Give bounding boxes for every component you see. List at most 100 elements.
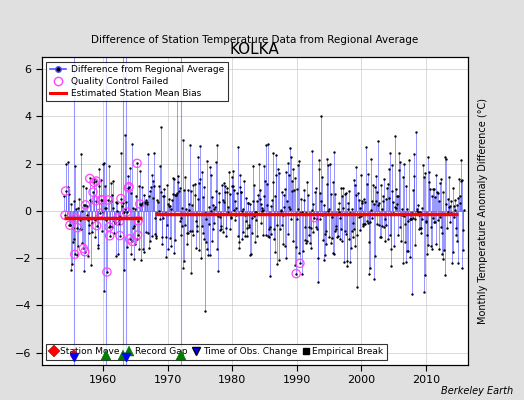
Point — [411, 216, 419, 222]
Point — [408, 291, 416, 297]
Point — [141, 197, 150, 204]
Point — [82, 202, 91, 209]
Point — [251, 238, 259, 245]
Point — [442, 211, 451, 217]
Point — [103, 269, 111, 275]
Point — [366, 265, 374, 272]
Point — [177, 232, 185, 238]
Point — [405, 218, 413, 224]
Point — [139, 246, 147, 252]
Point — [260, 163, 269, 170]
Point — [231, 217, 239, 224]
Point — [170, 236, 179, 243]
Point — [307, 225, 315, 231]
Point — [166, 203, 174, 210]
Point — [187, 188, 195, 195]
Point — [289, 238, 298, 244]
Point — [409, 186, 418, 193]
Point — [443, 224, 451, 231]
Point — [282, 168, 291, 175]
Point — [365, 270, 373, 277]
Point — [417, 224, 425, 231]
Point — [441, 272, 449, 278]
Point — [66, 222, 74, 228]
Point — [180, 257, 189, 264]
Point — [438, 229, 446, 236]
Point — [158, 234, 166, 240]
Point — [281, 186, 289, 192]
Point — [202, 239, 210, 246]
Point — [209, 226, 217, 232]
Point — [90, 179, 98, 186]
Point — [230, 187, 238, 193]
Point — [285, 204, 293, 210]
Point — [214, 212, 222, 219]
Point — [145, 193, 153, 200]
Point — [365, 239, 374, 245]
Point — [286, 206, 294, 212]
Point — [115, 221, 123, 227]
Point — [208, 194, 216, 200]
Point — [263, 202, 271, 208]
Point — [71, 163, 80, 169]
Point — [418, 216, 427, 222]
Point — [322, 228, 330, 234]
Point — [178, 223, 186, 229]
Point — [297, 196, 305, 202]
Point — [337, 192, 346, 199]
Point — [212, 159, 220, 166]
Point — [203, 246, 211, 252]
Point — [395, 166, 403, 173]
Point — [165, 202, 173, 209]
Point — [116, 232, 124, 239]
Point — [380, 224, 388, 230]
Point — [288, 188, 297, 194]
Point — [256, 220, 265, 226]
Point — [198, 223, 206, 229]
Point — [381, 238, 389, 244]
Point — [244, 200, 252, 207]
Point — [239, 206, 247, 212]
Point — [336, 236, 344, 242]
Point — [112, 253, 120, 259]
Point — [228, 183, 237, 189]
Point — [436, 214, 444, 220]
Point — [78, 208, 86, 214]
Point — [62, 161, 70, 167]
Point — [270, 193, 279, 199]
Point — [358, 197, 366, 204]
Point — [144, 230, 152, 236]
Point — [205, 204, 213, 210]
Point — [273, 260, 281, 267]
Point — [250, 208, 259, 215]
Point — [267, 203, 276, 210]
Point — [355, 226, 364, 233]
Point — [412, 206, 421, 212]
Point — [241, 212, 249, 219]
Point — [313, 216, 321, 223]
Point — [161, 210, 169, 216]
Point — [145, 244, 154, 251]
Point — [303, 238, 312, 244]
Point — [276, 208, 285, 214]
Point — [321, 252, 330, 258]
Point — [244, 200, 253, 207]
Point — [264, 140, 272, 147]
Point — [81, 248, 89, 255]
Point — [148, 178, 157, 184]
Point — [390, 133, 399, 139]
Point — [372, 197, 380, 204]
Point — [447, 198, 456, 205]
Point — [320, 257, 328, 264]
Point — [346, 210, 355, 216]
Point — [420, 170, 429, 176]
Point — [379, 198, 387, 204]
Point — [249, 162, 257, 169]
Point — [191, 245, 200, 251]
Point — [368, 214, 377, 221]
Point — [222, 233, 230, 240]
Point — [427, 224, 435, 230]
Point — [183, 187, 192, 193]
Point — [213, 142, 221, 149]
Point — [243, 225, 251, 232]
